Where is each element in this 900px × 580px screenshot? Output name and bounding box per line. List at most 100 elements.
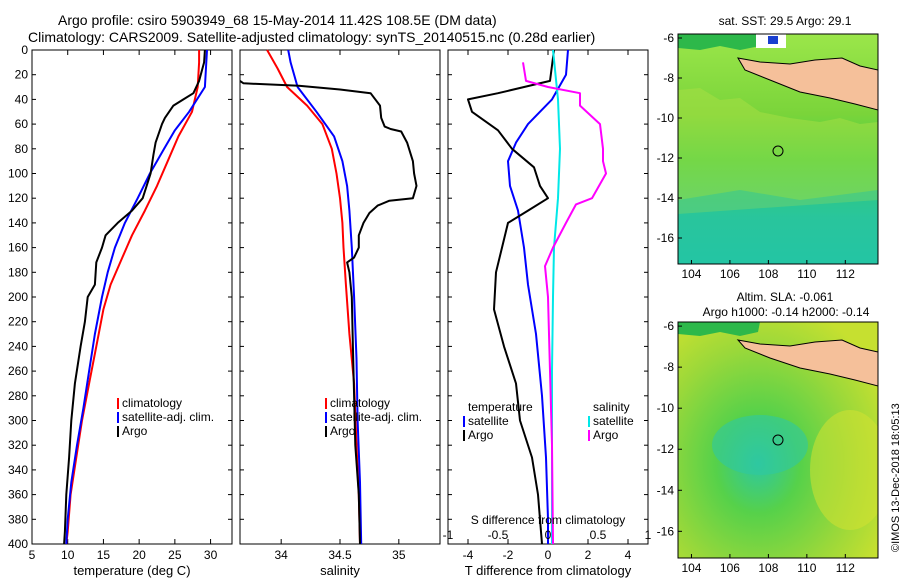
salinity-diff-tick-label: 1 [645, 528, 652, 542]
sla-map-subtitle: Argo h1000: -0.14 h2000: -0.14 [702, 305, 870, 319]
sla-map-title: Altim. SLA: -0.061 [736, 290, 834, 304]
difference-xtick-label: 4 [625, 548, 632, 562]
legend-label: satellite [468, 414, 509, 428]
figure-title-line2: Climatology: CARS2009. Satellite-adjuste… [28, 29, 596, 45]
depth-tick-label: 180 [8, 265, 28, 279]
salinity-diff-tick-label: -0.5 [488, 528, 509, 542]
sst-lat-label: -6 [663, 31, 674, 45]
salinity-xtick-label: 34 [274, 548, 288, 562]
depth-tick-label: 400 [8, 537, 28, 551]
sla-map [677, 321, 879, 559]
sst-float-marker [772, 145, 784, 157]
depth-tick-label: 60 [15, 117, 29, 131]
difference-xtick-label: 0 [545, 548, 552, 562]
legend-label: climatology [122, 396, 182, 410]
depth-tick-label: 140 [8, 216, 28, 230]
legend-label: satellite [593, 414, 634, 428]
sla-lat-label: -10 [657, 401, 675, 415]
depth-tick-label: 320 [8, 438, 28, 452]
sst-lon-label: 108 [758, 267, 778, 281]
depth-tick-label: 300 [8, 414, 28, 428]
legend-label: climatology [330, 396, 390, 410]
legend-label: Argo [468, 428, 494, 442]
salinity-diff-tick-label: 0.5 [590, 528, 607, 542]
sla-lat-label: -8 [663, 360, 674, 374]
sst-lat-label: -8 [663, 71, 674, 85]
depth-tick-label: 160 [8, 241, 28, 255]
depth-tick-label: 120 [8, 191, 28, 205]
legend-label: satellite-adj. clim. [122, 410, 214, 424]
salinity-xtick-label: 34.5 [328, 548, 352, 562]
difference-xtick-label: -2 [503, 548, 514, 562]
sst-map [677, 33, 879, 265]
legend-label: satellite-adj. clim. [330, 410, 422, 424]
sst-lat-label: -16 [657, 231, 675, 245]
legend-label: salinity [593, 400, 630, 414]
sla-lat-label: -16 [657, 524, 675, 538]
depth-tick-label: 260 [8, 364, 28, 378]
salinity-diff-tick-label: -1 [443, 528, 454, 542]
sst-lat-label: -14 [657, 191, 675, 205]
sst-lon-label: 110 [797, 267, 816, 281]
sla-lat-label: -14 [657, 483, 675, 497]
legend-label: Argo [593, 428, 619, 442]
sla-lon-label: 110 [797, 561, 816, 575]
sst-map-title: sat. SST: 29.5 Argo: 29.1 [718, 14, 852, 28]
depth-tick-label: 220 [8, 315, 28, 329]
salinity-diff-tick-label: 0 [545, 528, 552, 542]
salinity-xtick-label: 35 [392, 548, 406, 562]
legend-label: Argo [330, 424, 356, 438]
figure-title-line1: Argo profile: csiro 5903949_68 15-May-20… [58, 12, 497, 28]
sla-float-marker [772, 434, 784, 446]
temperature-xtick-label: 15 [97, 548, 111, 562]
temperature-plot-frame [31, 49, 233, 545]
java-island-sst [737, 57, 878, 111]
sla-lon-label: 112 [836, 561, 855, 575]
sla-lat-label: -6 [663, 319, 674, 333]
series-line-climatology [65, 50, 201, 545]
sumatra-coast-sla [678, 322, 760, 336]
depth-tick-label: 20 [15, 68, 29, 82]
sla-lon-label: 104 [681, 561, 701, 575]
series-line-salinity-argo [522, 62, 607, 545]
java-island-sla [736, 339, 878, 387]
sst-lon-label: 112 [836, 267, 855, 281]
series-line-argo [63, 49, 206, 545]
sla-map-frame [677, 321, 879, 559]
sst-lat-label: -12 [657, 151, 675, 165]
depth-tick-label: 100 [8, 167, 28, 181]
sumatra-coast-sst [678, 34, 760, 50]
sla-lat-label: -12 [657, 442, 675, 456]
temperature-xtick-label: 10 [61, 548, 75, 562]
temperature-xtick-label: 30 [204, 548, 218, 562]
sst-lon-label: 106 [720, 267, 740, 281]
sla-lon-label: 108 [758, 561, 778, 575]
sla-low-anomaly [712, 415, 808, 475]
salinity-diff-axis-label: S difference from climatology [471, 513, 626, 527]
series-line-satellite-adj-clim- [65, 49, 208, 545]
depth-tick-label: 360 [8, 488, 28, 502]
sst-map-frame [677, 33, 879, 265]
legend-label: Argo [122, 424, 148, 438]
sst-warm-band [678, 88, 878, 214]
temperature-xtick-label: 25 [168, 548, 182, 562]
salinity-xlabel: salinity [320, 563, 360, 578]
imos-credit: ©IMOS 13-Dec-2018 18:05:13 [890, 403, 900, 552]
sst-lat-label: -10 [657, 111, 675, 125]
depth-tick-label: 40 [15, 92, 29, 106]
depth-tick-label: 280 [8, 389, 28, 403]
depth-tick-label: 340 [8, 463, 28, 477]
depth-tick-label: 240 [8, 339, 28, 353]
series-line-argo [239, 80, 418, 545]
sst-cold-pixel [768, 36, 778, 44]
temperature-xlabel: temperature (deg C) [73, 563, 191, 578]
depth-tick-label: 380 [8, 512, 28, 526]
depth-tick-label: 80 [15, 142, 29, 156]
series-line-temperature-argo [467, 49, 555, 545]
sla-high-anomaly [810, 410, 878, 530]
temperature-xtick-label: 20 [132, 548, 146, 562]
series-line-temperature-satellite [507, 49, 569, 544]
